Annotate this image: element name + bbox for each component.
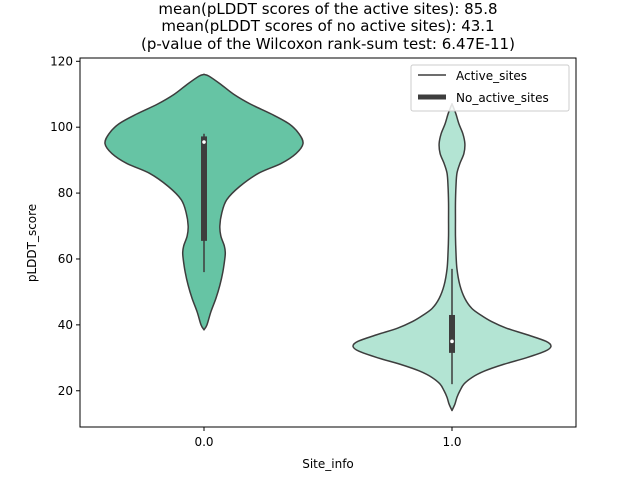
violin-layer — [104, 73, 552, 412]
iqr-box-no-active-sites — [449, 314, 455, 353]
y-axis-label: pLDDT_score — [25, 204, 39, 282]
chart-title-line-3: (p-value of the Wilcoxon rank-sum test: … — [141, 35, 515, 53]
y-tick-label-100: 100 — [50, 120, 73, 134]
chart-title-line-2: mean(pLDDT scores of no active sites): 4… — [161, 17, 494, 35]
x-axis-label: Site_info — [302, 457, 354, 471]
y-tick-label-120: 120 — [50, 54, 73, 68]
median-dot-no-active-sites — [450, 339, 454, 344]
median-dot-active-sites — [202, 140, 206, 144]
y-axis-ticks: 20 40 60 80 100 120 — [50, 54, 80, 398]
legend-label-no-active-sites: No_active_sites — [456, 91, 549, 105]
plot-frame — [79, 57, 577, 428]
y-tick-label-60: 60 — [58, 252, 73, 266]
iqr-box-active-sites — [201, 136, 207, 241]
y-tick-label-80: 80 — [58, 186, 73, 200]
x-tick-label-1.0: 1.0 — [442, 435, 461, 449]
x-tick-label-0.0: 0.0 — [194, 435, 213, 449]
legend: Active_sites No_active_sites — [410, 64, 570, 112]
y-tick-label-20: 20 — [58, 384, 73, 398]
chart-title-line-1: mean(pLDDT scores of the active sites): … — [158, 0, 497, 18]
y-tick-label-40: 40 — [58, 318, 73, 332]
legend-frame — [410, 64, 570, 112]
legend-label-active-sites: Active_sites — [456, 69, 527, 83]
x-axis-ticks: 0.0 1.0 — [194, 427, 462, 449]
